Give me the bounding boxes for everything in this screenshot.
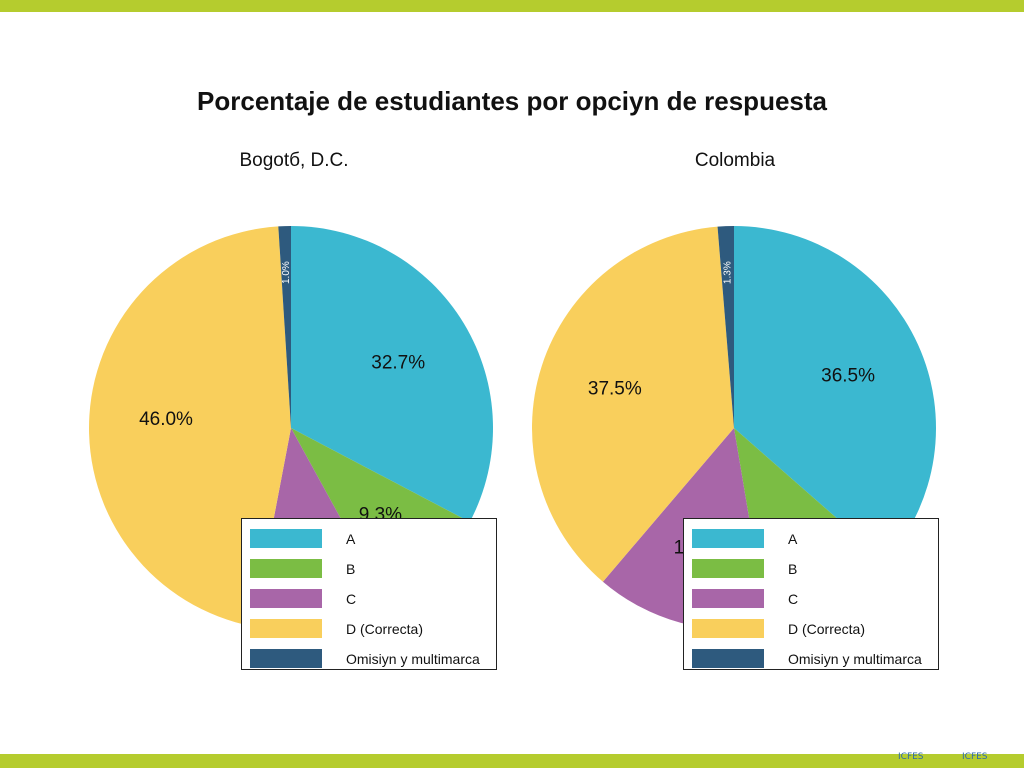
- legend-swatch-omision: [250, 649, 322, 668]
- pie-slice-a: [734, 226, 936, 562]
- legend-bogota: A B C D (Correcta) Omisiyn y multimarca: [241, 518, 497, 670]
- legend-item-a: A: [250, 529, 490, 549]
- legend-item-d: D (Correcta): [692, 619, 932, 639]
- legend-label-b: B: [788, 561, 798, 577]
- data-label-a: 32.7%: [371, 352, 425, 373]
- pie-subtitle-colombia: Colombia: [694, 150, 776, 171]
- legend-label-d: D (Correcta): [788, 621, 866, 637]
- footer-logo-right: ICFES: [962, 752, 988, 762]
- pie-slice-omision: [278, 226, 291, 428]
- legend-colombia: A B C D (Correcta) Omisiyn y multimarca: [683, 518, 939, 670]
- legend-swatch-b: [692, 559, 764, 578]
- legend-label-b: B: [346, 561, 356, 577]
- top-frame-bar: [0, 0, 1024, 12]
- legend-swatch-d: [250, 619, 322, 638]
- legend-item-c: C: [250, 589, 490, 609]
- legend-item-d: D (Correcta): [250, 619, 490, 639]
- pie-slice-d: [89, 226, 291, 627]
- legend-item-b: B: [692, 559, 932, 579]
- legend-swatch-a: [250, 529, 322, 548]
- pie-subtitle-bogota: Bogotб, D.C.: [239, 150, 349, 171]
- legend-item-omision: Omisiyn y multimarca: [692, 649, 932, 669]
- legend-item-c: C: [692, 589, 932, 609]
- footer-logo-left: ICFES: [898, 752, 924, 762]
- pie-slice-d: [531, 226, 734, 582]
- legend-item-b: B: [250, 559, 490, 579]
- legend-swatch-a: [692, 529, 764, 548]
- legend-label-c: C: [346, 591, 357, 607]
- legend-label-d: D (Correcta): [346, 621, 424, 637]
- legend-item-omision: Omisiyn y multimarca: [250, 649, 490, 669]
- pie-slice-a: [291, 226, 493, 522]
- legend-swatch-omision: [692, 649, 764, 668]
- legend-swatch-d: [692, 619, 764, 638]
- bottom-frame-bar: [0, 754, 1024, 768]
- legend-swatch-c: [692, 589, 764, 608]
- legend-label-omision: Omisiyn y multimarca: [788, 651, 922, 667]
- chart-title: Porcentaje de estudiantes por opciyn de …: [197, 86, 827, 116]
- legend-item-a: A: [692, 529, 932, 549]
- data-label-d: 37.5%: [588, 379, 642, 400]
- legend-label-a: A: [788, 531, 798, 547]
- pie-slice-omision: [717, 226, 734, 428]
- legend-swatch-b: [250, 559, 322, 578]
- legend-label-omision: Omisiyn y multimarca: [346, 651, 480, 667]
- data-label-d: 46.0%: [139, 409, 193, 430]
- data-label-omision: 1.3%: [723, 261, 734, 284]
- data-label-a: 36.5%: [821, 365, 875, 386]
- legend-label-a: A: [346, 531, 356, 547]
- legend-label-c: C: [788, 591, 799, 607]
- legend-swatch-c: [250, 589, 322, 608]
- data-label-omision: 1.0%: [281, 261, 292, 284]
